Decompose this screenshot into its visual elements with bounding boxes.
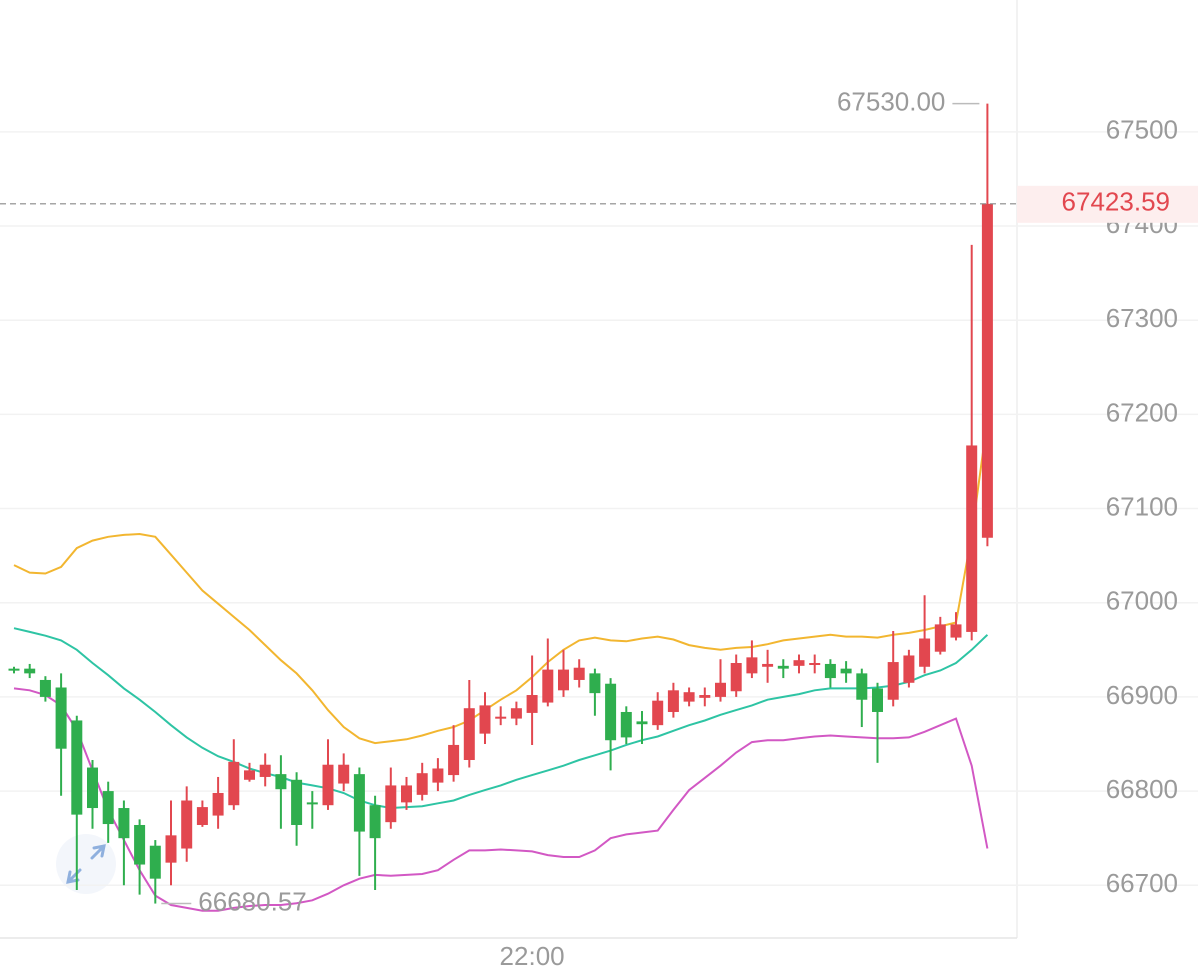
y-tick-label: 67300 — [1106, 303, 1178, 333]
candle-body — [824, 663, 836, 679]
candle-body — [259, 764, 271, 777]
candle-body — [181, 800, 193, 849]
candle-body — [165, 835, 177, 863]
candle-body — [762, 663, 774, 667]
candle-body — [55, 687, 67, 749]
candle-body — [573, 667, 585, 680]
band-line — [13, 687, 989, 912]
candle-body — [793, 660, 805, 666]
candle-body — [275, 774, 287, 790]
candle-body — [715, 682, 726, 697]
candle-body — [71, 720, 83, 815]
candle-body — [118, 808, 130, 839]
candle-body — [353, 774, 365, 832]
band-line — [13, 419, 989, 745]
candle-body — [903, 655, 915, 683]
candle-body — [291, 779, 303, 825]
candle-body — [872, 688, 883, 712]
candle-body — [196, 807, 208, 825]
candle-body — [605, 683, 617, 741]
candle-body — [730, 663, 742, 692]
candle-body — [338, 764, 350, 784]
candle-body — [479, 705, 491, 734]
candle-body — [149, 845, 161, 879]
candle-body — [306, 802, 318, 805]
candle-body — [526, 695, 538, 713]
y-tick-label: 66700 — [1106, 868, 1178, 898]
band-line — [13, 627, 989, 810]
candle-body — [950, 624, 962, 638]
min-label: 66680.57 — [198, 886, 306, 916]
candle-body — [322, 764, 334, 806]
candle-body — [385, 785, 397, 823]
max-label: 67530.00 — [837, 86, 945, 116]
candle-body — [212, 792, 224, 816]
y-tick-label: 67500 — [1106, 115, 1178, 145]
x-tick-label: 22:00 — [500, 941, 565, 971]
candle-body — [667, 690, 679, 712]
candle-body — [620, 711, 632, 738]
candle-body — [134, 824, 146, 865]
candle-body — [401, 785, 412, 803]
y-tick-label: 66800 — [1106, 774, 1178, 804]
candle-body — [840, 668, 852, 674]
candle-body — [699, 695, 711, 698]
candle-body — [495, 716, 507, 719]
candle-body — [228, 761, 240, 806]
candle-body — [919, 638, 931, 667]
candle-body — [777, 665, 789, 669]
candle-body — [636, 721, 648, 725]
candle-body — [8, 668, 20, 671]
candle-body — [856, 673, 868, 700]
last-price-label: 67423.59 — [1062, 187, 1170, 217]
zoom-icon-arrows[interactable] — [66, 844, 106, 884]
candle-body — [558, 669, 569, 691]
candle-body — [463, 708, 475, 761]
y-tick-label: 67200 — [1106, 397, 1178, 427]
candle-body — [981, 203, 993, 538]
candle-body — [542, 669, 554, 703]
candle-body — [510, 708, 522, 719]
candle-body — [966, 445, 978, 632]
candle-body — [87, 767, 98, 809]
candle-body — [102, 791, 114, 825]
candle-body — [24, 668, 36, 674]
candle-body — [652, 700, 664, 726]
candle-body — [432, 768, 444, 783]
y-tick-label: 67100 — [1106, 491, 1178, 521]
zoom-icon[interactable] — [56, 834, 116, 894]
candle-body — [448, 744, 460, 776]
candle-body — [369, 805, 381, 839]
last-price-box — [1017, 185, 1198, 223]
candle-body — [683, 692, 695, 702]
y-tick-label: 66900 — [1106, 680, 1178, 710]
candle-body — [809, 663, 821, 666]
candle-body — [934, 624, 946, 652]
candle-body — [416, 773, 428, 795]
candle-body — [589, 673, 601, 694]
candle-body — [887, 662, 899, 700]
y-tick-label: 67000 — [1106, 586, 1178, 616]
candle-body — [39, 679, 51, 697]
candle-body — [244, 770, 255, 780]
candle-body — [746, 657, 758, 674]
